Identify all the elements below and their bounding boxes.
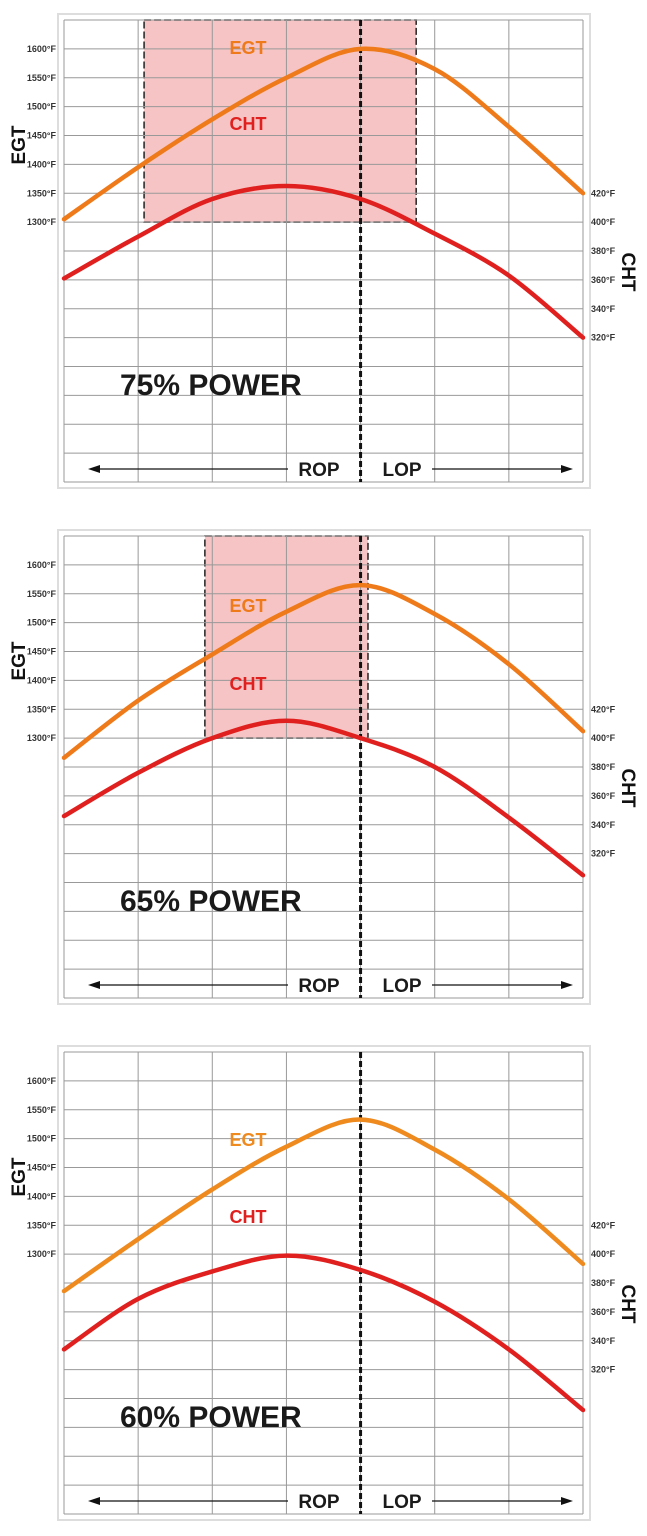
egt-tick-label: 1500°F [27, 618, 57, 628]
cht-tick-label: 340°F [591, 304, 616, 314]
egt-tick-label: 1350°F [27, 704, 57, 714]
cht-curve [61, 183, 586, 340]
egt-curve [61, 582, 586, 761]
rop-arrowhead-icon [88, 981, 100, 989]
cht-tick-label: 360°F [591, 275, 616, 285]
cht-tick-label: 360°F [591, 1307, 616, 1317]
egt-tick-label: 1600°F [27, 560, 57, 570]
egt-tick-label: 1450°F [27, 131, 57, 141]
cht-tick-label: 380°F [591, 762, 616, 772]
egt-tick-label: 1550°F [27, 589, 57, 599]
egt-axis-title: EGT [9, 641, 30, 680]
cht-series-label: CHT [230, 114, 267, 134]
egt-tick-label: 1300°F [27, 1249, 57, 1259]
cht-tick-label: 340°F [591, 1336, 616, 1346]
rop-label: ROP [298, 976, 340, 997]
cht-tick-label: 380°F [591, 246, 616, 256]
cht-tick-label: 380°F [591, 1278, 616, 1288]
egt-tick-label: 1400°F [27, 1191, 57, 1201]
egt-tick-label: 1500°F [27, 102, 57, 112]
cht-tick-label: 420°F [591, 704, 616, 714]
lop-arrowhead-icon [561, 1497, 573, 1505]
egt-tick-label: 1400°F [27, 675, 57, 685]
egt-axis-title: EGT [9, 1157, 30, 1196]
rop-label: ROP [298, 460, 340, 481]
egt-axis-title: EGT [9, 125, 30, 164]
egt-series-label: EGT [229, 38, 266, 58]
power-title: 75% POWER [120, 369, 302, 402]
egt-series-label: EGT [229, 596, 266, 616]
lop-arrowhead-icon [561, 981, 573, 989]
chart-panel-1: EGT CHT 1600°F 1550°F 1500°F 1450°F 1400°F 1350… [9, 13, 638, 489]
cht-tick-label: 320°F [591, 333, 616, 343]
power-title: 60% POWER [120, 1401, 302, 1434]
power-title: 65% POWER [120, 885, 302, 918]
lop-label: LOP [382, 1492, 421, 1513]
egt-tick-label: 1300°F [27, 733, 57, 743]
cht-tick-label: 340°F [591, 820, 616, 830]
cht-axis-title: CHT [617, 1284, 638, 1323]
cht-tick-label: 400°F [591, 1249, 616, 1259]
egt-tick-label: 1350°F [27, 188, 57, 198]
egt-tick-label: 1600°F [27, 1076, 57, 1086]
cht-axis-title: CHT [617, 768, 638, 807]
lop-label: LOP [382, 460, 421, 481]
egt-tick-label: 1600°F [27, 44, 57, 54]
cht-series-label: CHT [230, 674, 267, 694]
egt-tick-label: 1450°F [27, 647, 57, 657]
chart-panel-3: EGT CHT 1600°F 1550°F 1500°F 1450°F 1400°F 1350… [9, 1045, 638, 1521]
rop-arrowhead-icon [88, 465, 100, 473]
egt-series-label: EGT [229, 1130, 266, 1150]
lop-label: LOP [382, 976, 421, 997]
cht-curve [61, 1253, 586, 1413]
cht-tick-label: 420°F [591, 188, 616, 198]
cht-tick-label: 420°F [591, 1220, 616, 1230]
cht-tick-label: 360°F [591, 791, 616, 801]
egt-tick-label: 1550°F [27, 1105, 57, 1115]
egt-tick-label: 1400°F [27, 159, 57, 169]
cht-tick-label: 400°F [591, 733, 616, 743]
egt-tick-label: 1550°F [27, 73, 57, 83]
chart-panel-2: EGT CHT 1600°F 1550°F 1500°F 1450°F 1400°F 1350… [9, 529, 638, 1005]
lop-arrowhead-icon [561, 465, 573, 473]
egt-curve [61, 1117, 586, 1294]
shaded-region [143, 19, 417, 223]
egt-tick-label: 1300°F [27, 217, 57, 227]
cht-series-label: CHT [230, 1207, 267, 1227]
cht-tick-label: 400°F [591, 217, 616, 227]
cht-curve [61, 718, 586, 878]
egt-tick-label: 1350°F [27, 1220, 57, 1230]
egt-tick-label: 1500°F [27, 1134, 57, 1144]
egt-tick-label: 1450°F [27, 1163, 57, 1173]
cht-tick-label: 320°F [591, 849, 616, 859]
cht-tick-label: 320°F [591, 1365, 616, 1375]
rop-label: ROP [298, 1492, 340, 1513]
rop-arrowhead-icon [88, 1497, 100, 1505]
cht-axis-title: CHT [617, 252, 638, 291]
egt-curve [61, 46, 586, 222]
